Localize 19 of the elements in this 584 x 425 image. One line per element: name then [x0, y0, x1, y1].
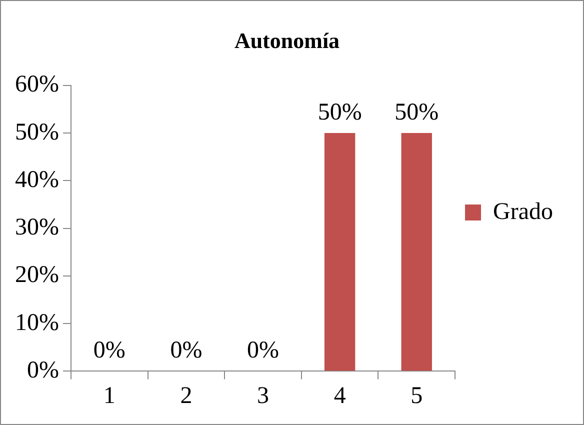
x-tick-label: 5 [410, 382, 423, 409]
data-label: 0% [170, 337, 202, 364]
x-tick-label: 2 [180, 382, 192, 409]
x-tick-label: 1 [103, 382, 116, 409]
legend-label: Grado [493, 198, 554, 225]
data-label: 50% [318, 99, 362, 126]
chart-title: Autonomía [234, 28, 340, 53]
x-tick-label: 3 [257, 382, 270, 409]
y-tick-label: 10% [14, 310, 59, 336]
y-tick-label: 20% [14, 262, 59, 288]
data-label: 50% [394, 99, 439, 126]
y-tick-label: 30% [14, 214, 59, 241]
y-tick-label: 40% [14, 166, 59, 193]
x-tick-label: 4 [334, 382, 346, 409]
y-tick-label: 0% [26, 357, 59, 384]
data-label: 0% [247, 337, 280, 364]
data-label: 0% [93, 337, 126, 364]
y-tick-label: 60% [14, 72, 59, 98]
y-tick-label: 50% [14, 119, 59, 146]
